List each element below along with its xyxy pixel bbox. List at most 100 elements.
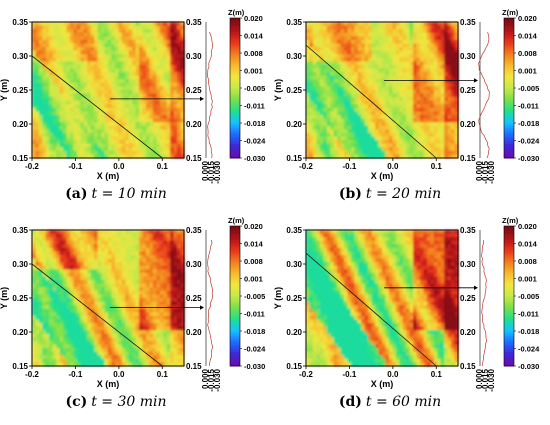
heatmap-cell bbox=[146, 64, 151, 70]
heatmap-cell bbox=[371, 50, 376, 55]
heatmap-cell bbox=[142, 290, 147, 296]
heatmap-cell bbox=[406, 61, 411, 66]
heatmap-cell bbox=[152, 111, 157, 116]
heatmap-cell bbox=[173, 262, 178, 267]
heatmap-cell bbox=[159, 22, 164, 27]
heatmap-cell bbox=[420, 36, 425, 41]
heatmap-cell bbox=[108, 287, 113, 292]
heatmap-cell bbox=[104, 118, 109, 123]
heatmap-cell bbox=[437, 32, 442, 37]
heatmap-cell bbox=[406, 54, 411, 59]
heatmap-cell bbox=[350, 97, 355, 102]
heatmap-cell bbox=[38, 247, 43, 253]
heatmap-cell bbox=[132, 140, 137, 145]
heatmap-cell bbox=[101, 265, 106, 270]
heatmap-cell bbox=[420, 93, 425, 98]
heatmap-cell bbox=[170, 68, 175, 73]
heatmap-cell bbox=[70, 326, 75, 331]
heatmap-cell bbox=[323, 154, 328, 159]
heatmap-cell bbox=[32, 82, 37, 88]
heatmap-cell bbox=[337, 90, 342, 95]
heatmap-cell bbox=[70, 68, 75, 73]
heatmap-cell bbox=[56, 258, 61, 263]
heatmap-cell bbox=[156, 22, 161, 27]
heatmap-cell bbox=[35, 72, 40, 77]
heatmap-cell bbox=[423, 57, 428, 62]
heatmap-cell bbox=[90, 118, 95, 123]
heatmap-cell bbox=[111, 276, 116, 281]
heatmap-cell bbox=[118, 308, 123, 313]
heatmap-cell bbox=[146, 262, 151, 267]
heatmap-cell bbox=[73, 72, 78, 77]
heatmap-cell bbox=[52, 315, 57, 321]
heatmap-cell bbox=[340, 54, 345, 59]
heatmap-cell bbox=[70, 118, 75, 123]
heatmap-cell bbox=[312, 25, 317, 30]
heatmap-cell bbox=[142, 36, 147, 41]
heatmap-cell bbox=[90, 233, 95, 238]
heatmap-cell bbox=[163, 125, 168, 130]
heatmap-cell bbox=[59, 57, 64, 62]
heatmap-cell bbox=[361, 61, 366, 66]
heatmap-cell bbox=[56, 72, 61, 77]
heatmap-cell bbox=[49, 319, 54, 324]
heatmap-cell bbox=[170, 237, 175, 242]
heatmap-cell bbox=[170, 54, 175, 59]
heatmap-cell bbox=[52, 255, 57, 260]
heatmap-cell bbox=[73, 143, 78, 148]
heatmap-cell bbox=[382, 154, 387, 159]
heatmap-cell bbox=[152, 255, 157, 260]
heatmap-cell bbox=[52, 115, 57, 120]
heatmap-cell bbox=[180, 75, 185, 80]
heatmap-cell bbox=[375, 50, 380, 55]
heatmap-cell bbox=[378, 82, 383, 88]
heatmap-cell bbox=[80, 240, 85, 245]
heatmap-cell bbox=[139, 143, 144, 148]
heatmap-cell bbox=[139, 244, 144, 249]
heatmap-cell bbox=[59, 312, 64, 317]
heatmap-cell bbox=[49, 287, 54, 292]
heatmap-cell bbox=[94, 43, 99, 48]
heatmap-cell bbox=[426, 136, 431, 141]
heatmap-cell bbox=[94, 93, 99, 98]
heatmap-cell bbox=[94, 233, 99, 238]
heatmap-cell bbox=[406, 115, 411, 120]
heatmap-cell bbox=[73, 337, 78, 342]
heatmap-cell bbox=[337, 129, 342, 134]
heatmap-cell bbox=[146, 136, 151, 141]
heatmap-cell bbox=[56, 240, 61, 245]
heatmap-cell bbox=[142, 79, 147, 84]
heatmap-cell bbox=[101, 255, 106, 260]
heatmap-cell bbox=[90, 25, 95, 30]
heatmap-cell bbox=[76, 301, 81, 306]
heatmap-cell bbox=[132, 255, 137, 260]
y2-tick-label: 0.25 bbox=[460, 86, 476, 95]
heatmap-cell bbox=[413, 122, 418, 127]
heatmap-cell bbox=[59, 61, 64, 66]
heatmap-cell bbox=[135, 269, 140, 274]
heatmap-cell bbox=[149, 290, 154, 296]
heatmap-cell bbox=[402, 86, 407, 91]
heatmap-cell bbox=[430, 25, 435, 30]
heatmap-cell bbox=[306, 25, 311, 30]
heatmap-cell bbox=[104, 90, 109, 95]
heatmap-cell bbox=[399, 39, 404, 45]
heatmap-cell bbox=[413, 136, 418, 141]
heatmap-cell bbox=[38, 344, 43, 349]
heatmap-cell bbox=[73, 100, 78, 105]
heatmap-cell bbox=[101, 97, 106, 102]
heatmap-cell bbox=[416, 150, 421, 156]
heatmap-cell bbox=[125, 22, 130, 27]
heatmap-cell bbox=[139, 272, 144, 278]
heatmap-cell bbox=[125, 57, 130, 62]
heatmap-cell bbox=[76, 233, 81, 238]
heatmap-cell bbox=[149, 262, 154, 267]
heatmap-cell bbox=[392, 64, 397, 70]
heatmap-cell bbox=[83, 107, 88, 113]
heatmap-cell bbox=[361, 143, 366, 148]
heatmap-cell bbox=[406, 82, 411, 88]
heatmap-cell bbox=[128, 43, 133, 48]
heatmap-cell bbox=[35, 97, 40, 102]
heatmap-cell bbox=[156, 240, 161, 245]
heatmap-cell bbox=[309, 36, 314, 41]
